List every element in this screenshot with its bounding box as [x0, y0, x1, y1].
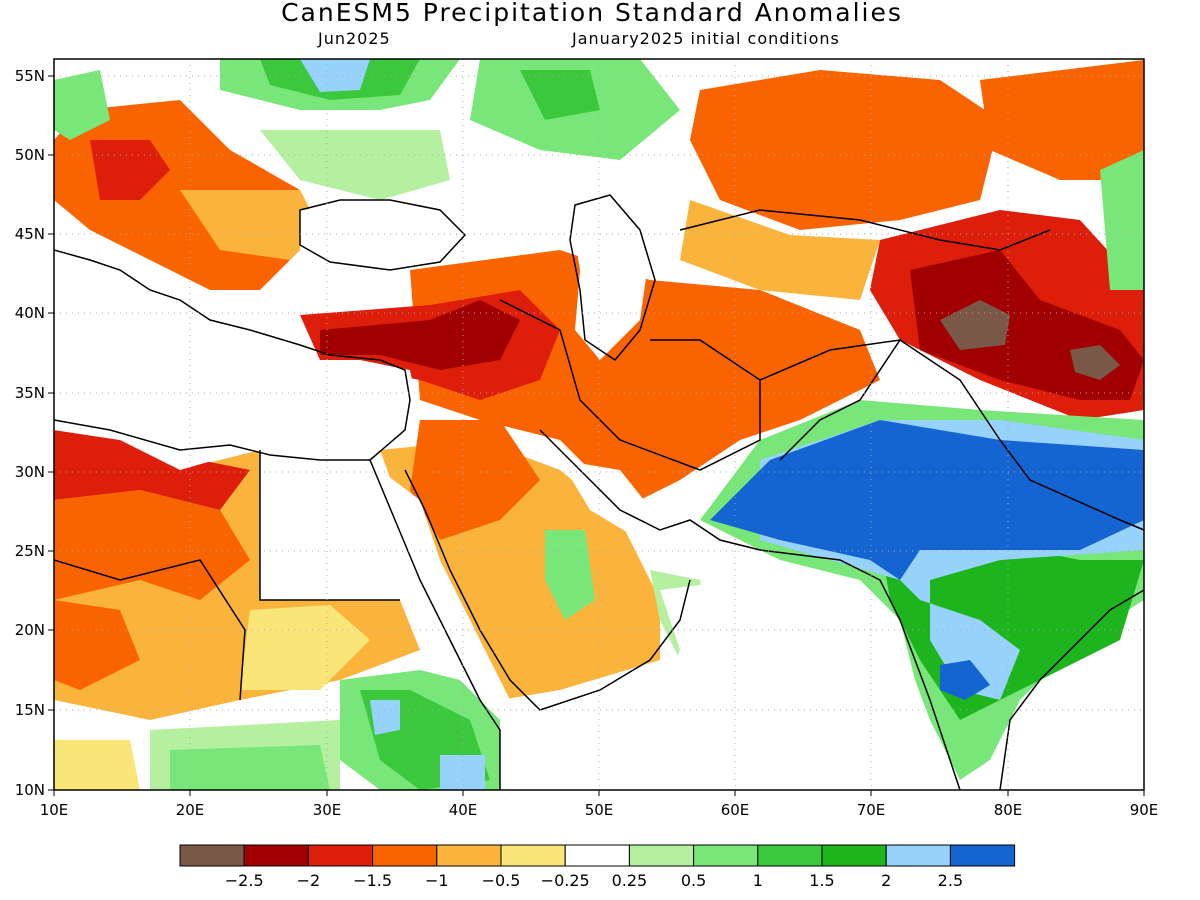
colorbar-swatch — [628, 844, 695, 867]
colorbar-label: −1.5 — [353, 871, 392, 890]
colorbar-swatch — [693, 844, 759, 867]
sea-caspian — [570, 200, 650, 360]
colorbar-label: 0.5 — [681, 871, 706, 890]
anomaly-region-balkan-light — [180, 190, 320, 260]
anomaly-region-moscow-blue — [300, 59, 370, 92]
lat-tick-label: 15N — [15, 701, 45, 719]
colorbar-label: −0.5 — [482, 871, 521, 890]
colorbar-swatch — [436, 844, 502, 867]
colorbar-label: 1.5 — [809, 871, 834, 890]
colorbar-swatch — [885, 844, 951, 867]
anomaly-region-volga-darkgreen — [520, 70, 600, 120]
forecast-month: Jun2025 — [318, 29, 391, 48]
colorbar-label: 2.5 — [938, 871, 963, 890]
lon-tick-label: 80E — [994, 801, 1023, 819]
lon-tick-label: 20E — [176, 801, 205, 819]
colorbar-swatch — [179, 844, 245, 867]
lat-tick-label: 40N — [15, 304, 45, 322]
border-india — [899, 339, 1144, 531]
sea-arabian — [560, 580, 950, 790]
border-afghanistan — [759, 339, 902, 461]
colorbar-swatch — [500, 844, 566, 867]
anomaly-region-ne-orange — [980, 60, 1144, 180]
anomaly-region-ethiopia-blue — [370, 700, 400, 735]
colorbar-label: 0.25 — [612, 871, 648, 890]
anomaly-region-africa-red — [54, 430, 250, 510]
sea-black — [300, 200, 460, 270]
colorbar-swatches — [179, 844, 1016, 867]
anomaly-region-ne-green — [1100, 150, 1144, 290]
anomaly-region-india-blue — [710, 420, 1144, 580]
coastline-red-sea-east — [404, 469, 691, 711]
lat-tick-label: 55N — [15, 67, 45, 85]
colorbar-label: 1 — [753, 871, 763, 890]
anomaly-region-africa-orange — [54, 490, 250, 600]
colorbar-label: −2.5 — [225, 871, 264, 890]
colorbar-swatch — [372, 844, 438, 867]
lon-tick-label: 50E — [585, 801, 614, 819]
colorbar-swatch — [307, 844, 374, 867]
anomaly-region-arabia-orange — [410, 420, 540, 540]
anomaly-region-africa-yellow — [240, 605, 370, 690]
border-egypt-libya — [259, 450, 400, 601]
lat-tick-label: 25N — [15, 542, 45, 560]
colorbar-label: 2 — [881, 871, 891, 890]
lat-tick-label: 20N — [15, 621, 45, 639]
sea-red — [380, 470, 510, 720]
anomaly-field — [54, 59, 1144, 790]
colorbar-label: −2 — [297, 871, 321, 890]
coastlines — [54, 194, 1144, 790]
lat-tick-label: 30N — [15, 463, 45, 481]
colorbar-swatch — [243, 844, 309, 867]
coastline-caspian — [569, 194, 656, 361]
anomaly-region-ukraine-lightgreen — [260, 130, 450, 200]
anomaly-region-kyrgyz-extreme — [940, 300, 1010, 350]
coastline-black-sea — [299, 199, 467, 271]
coastline-mediterranean — [54, 249, 411, 461]
border-kazakhstan — [679, 209, 1051, 251]
lon-tick-label: 10E — [40, 801, 69, 819]
anomaly-region-central-asia — [690, 70, 1000, 230]
colorbar-swatch — [564, 844, 630, 867]
map-title: CanESM5 Precipitation Standard Anomalies — [281, 0, 903, 27]
colorbar-swatch — [949, 844, 1016, 867]
lon-tick-label: 60E — [721, 801, 750, 819]
border-iran — [499, 299, 761, 471]
lon-tick-label: 30E — [313, 801, 342, 819]
anomaly-region-baltic-green — [54, 70, 110, 140]
sea-mediterranean — [54, 300, 420, 470]
lat-tick-label: 10N — [15, 781, 45, 799]
lon-tick-label: 90E — [1130, 801, 1159, 819]
anomaly-region-kazakh-light — [680, 200, 880, 300]
colorbar-swatch — [821, 844, 887, 867]
lat-tick-label: 50N — [15, 146, 45, 164]
coastline-red-sea-west — [369, 459, 501, 790]
anomaly-region-syria-darkred — [320, 300, 520, 370]
anomaly-region-somalia-blue — [440, 755, 485, 790]
colorbar-label: −0.25 — [541, 871, 590, 890]
anomaly-region-deccan-blue — [940, 660, 990, 700]
lon-tick-label: 70E — [857, 801, 886, 819]
lat-axis: 55N 50N 45N 40N 35N 30N 25N 20N 15N 10N — [15, 67, 54, 799]
anomaly-region-arabia-green — [545, 530, 595, 620]
lon-axis: 10E 20E 30E 40E 50E 60E 70E 80E 90E — [40, 790, 1159, 819]
lon-tick-label: 40E — [449, 801, 478, 819]
lat-tick-label: 45N — [15, 225, 45, 243]
anomaly-region-west-africa — [54, 600, 140, 690]
coastline-gulf — [539, 429, 961, 790]
lat-tick-label: 35N — [15, 384, 45, 402]
colorbar: −2.5 −2 −1.5 −1 −0.5 −0.25 0.25 0.5 1 1.5 2 2.5 — [179, 844, 1016, 890]
colorbar-labels: −2.5 −2 −1.5 −1 −0.5 −0.25 0.25 0.5 1 1.5 2 2.5 — [225, 871, 963, 890]
colorbar-label: −1 — [425, 871, 449, 890]
initial-conditions: January2025 initial conditions — [572, 29, 840, 48]
colorbar-swatch — [757, 844, 823, 867]
anomaly-region-sudan-darkgreen — [170, 745, 330, 790]
anomaly-region-chad-yellow — [54, 740, 140, 790]
border-africa-west — [54, 559, 246, 701]
anomaly-region-tibet-extreme — [1070, 345, 1120, 380]
